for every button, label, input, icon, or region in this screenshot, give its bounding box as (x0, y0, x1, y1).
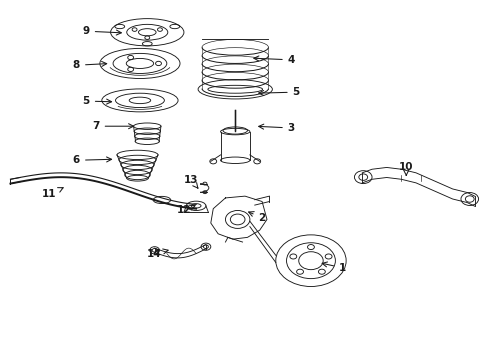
Text: 5: 5 (83, 96, 112, 106)
Text: 4: 4 (254, 55, 295, 65)
Text: 6: 6 (73, 155, 112, 165)
Text: 8: 8 (73, 60, 107, 70)
Text: 10: 10 (399, 162, 414, 176)
Text: 1: 1 (322, 262, 346, 273)
Text: 14: 14 (147, 248, 168, 258)
Text: 7: 7 (92, 121, 134, 131)
Text: 3: 3 (259, 123, 295, 133)
Text: 2: 2 (248, 212, 266, 222)
Text: 11: 11 (42, 188, 63, 199)
Text: 12: 12 (177, 205, 195, 216)
Text: 5: 5 (259, 87, 300, 97)
Text: 13: 13 (184, 175, 198, 188)
Text: 9: 9 (83, 26, 122, 36)
